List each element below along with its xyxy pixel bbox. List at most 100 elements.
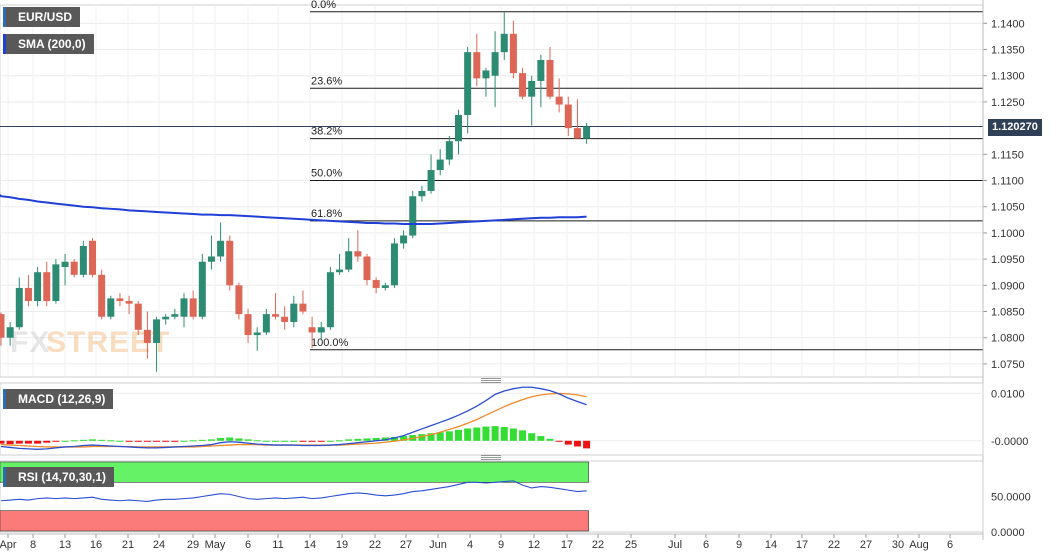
price-tick-label: 1.0950 [991, 254, 1025, 266]
macd-histogram-bar [317, 440, 325, 442]
pane-resize-handles[interactable] [481, 378, 501, 460]
rsi-tick-label: 0.0000 [991, 527, 1025, 539]
candle [226, 235, 234, 291]
pane-resize-handle[interactable] [481, 378, 501, 383]
rsi-overbought-zone [0, 461, 589, 483]
date-tick-label: 12 [528, 539, 540, 551]
macd-tick-label: -0.0000 [991, 436, 1028, 448]
macd-histogram-bar [473, 427, 481, 441]
candle [509, 20, 517, 79]
candle-body [116, 298, 124, 302]
rsi-oversold-zone [0, 510, 589, 532]
macd-line [0, 386, 587, 450]
macd-histogram-bar [34, 440, 42, 444]
watermark-fx: FX [10, 326, 50, 359]
date-tick-label: 11 [272, 539, 283, 551]
candle-body [43, 272, 51, 302]
macd-histogram-bar [299, 440, 307, 442]
candle [546, 46, 554, 100]
candle [436, 149, 444, 176]
macd-histogram-bar [217, 437, 225, 441]
macd-histogram-bar [537, 436, 545, 441]
date-axis: Apr 8 13 16 21 24 29 May 6 11 14 19 22 27 Jun 4 9 12 17 22 2… [0, 533, 983, 551]
candle [390, 238, 398, 288]
candle [326, 266, 334, 330]
macd-histogram-bar [244, 439, 252, 441]
macd-histogram-bar [445, 431, 453, 441]
macd-histogram-bar [162, 440, 170, 442]
candle-body [89, 240, 96, 275]
price-tick-label: 1.1050 [991, 202, 1025, 214]
candle-body [226, 240, 234, 286]
macd-histogram-bar [143, 440, 151, 442]
date-tick-label: 29 [187, 539, 199, 551]
candle-body [6, 327, 14, 338]
candle [500, 11, 508, 61]
macd-histogram-bar [262, 440, 270, 442]
macd-histogram-bar [272, 440, 279, 442]
candle-body [390, 243, 398, 286]
macd-histogram-bar [500, 427, 508, 441]
macd-histogram-bar [98, 439, 106, 441]
macd-histogram-bar [427, 433, 435, 441]
candle-body [134, 303, 142, 330]
price-tick-label: 1.1100 [991, 176, 1024, 188]
macd-histogram-bar [180, 440, 188, 442]
macd-histogram-bar [281, 440, 289, 442]
candle [482, 67, 490, 97]
candle [153, 316, 161, 372]
date-tick-label: 8 [30, 539, 36, 551]
price-tick-label: 1.1400 [991, 18, 1025, 30]
macd-histogram-bar [491, 426, 499, 441]
candle-body [336, 269, 344, 273]
macd-histogram-bar [436, 432, 444, 441]
macd-histogram-bar [583, 440, 591, 449]
macd-histogram-bar [326, 440, 334, 442]
price-tick-label: 1.0850 [991, 307, 1025, 319]
fib-level-label: 38.2% [311, 126, 342, 138]
candle [381, 282, 389, 291]
price-tick-label: 1.1150 [991, 149, 1024, 161]
pane-resize-handle[interactable] [481, 455, 501, 460]
macd-histogram-bar [336, 440, 344, 442]
macd-histogram-bar [455, 429, 462, 441]
candle-body [409, 196, 417, 236]
macd-histogram-bar [363, 438, 371, 441]
candle-body [473, 52, 481, 79]
candle-body [381, 285, 389, 288]
rsi-tick-label: 50.0000 [991, 492, 1031, 504]
candle [308, 316, 316, 349]
candle [6, 321, 14, 346]
fibonacci-levels: 0.0% 23.6% 38.2% 50.0% 61.8% 100.0% [0, 0, 983, 351]
candle-body [491, 52, 499, 76]
price-grid [0, 4, 984, 378]
macd-histogram-bar [79, 439, 87, 441]
date-tick-label: 4 [467, 539, 473, 551]
candle [409, 191, 417, 239]
candle [61, 253, 69, 286]
candle-body [528, 80, 536, 97]
candle [125, 295, 133, 315]
macd-histogram-bar [52, 440, 60, 442]
macd-histogram-bar [546, 438, 554, 441]
macd-histogram-bar [89, 439, 96, 441]
candle-body [546, 60, 554, 97]
candle [171, 308, 179, 320]
watermark-street: STREET [46, 326, 170, 359]
candle-body [235, 285, 243, 315]
price-tick-label: 1.0800 [991, 333, 1025, 345]
date-tick-label: 14 [304, 539, 316, 551]
macd-histogram-bar [564, 440, 572, 445]
candle-body [217, 240, 225, 257]
macd-histogram-bar [70, 440, 78, 442]
macd-histogram-bar [226, 437, 234, 441]
macd-histogram-bar [189, 440, 197, 442]
macd-histogram-bar [61, 440, 69, 442]
macd-histogram-bar [43, 440, 51, 443]
candle [455, 109, 462, 155]
date-tick-label: 25 [625, 539, 637, 551]
candle-body [564, 104, 572, 129]
price-axis: 1.0750 1.0800 1.0850 1.0900 1.0950 1.1000 1.10… [982, 0, 1025, 540]
candle-body [573, 128, 581, 139]
candle [143, 311, 151, 359]
